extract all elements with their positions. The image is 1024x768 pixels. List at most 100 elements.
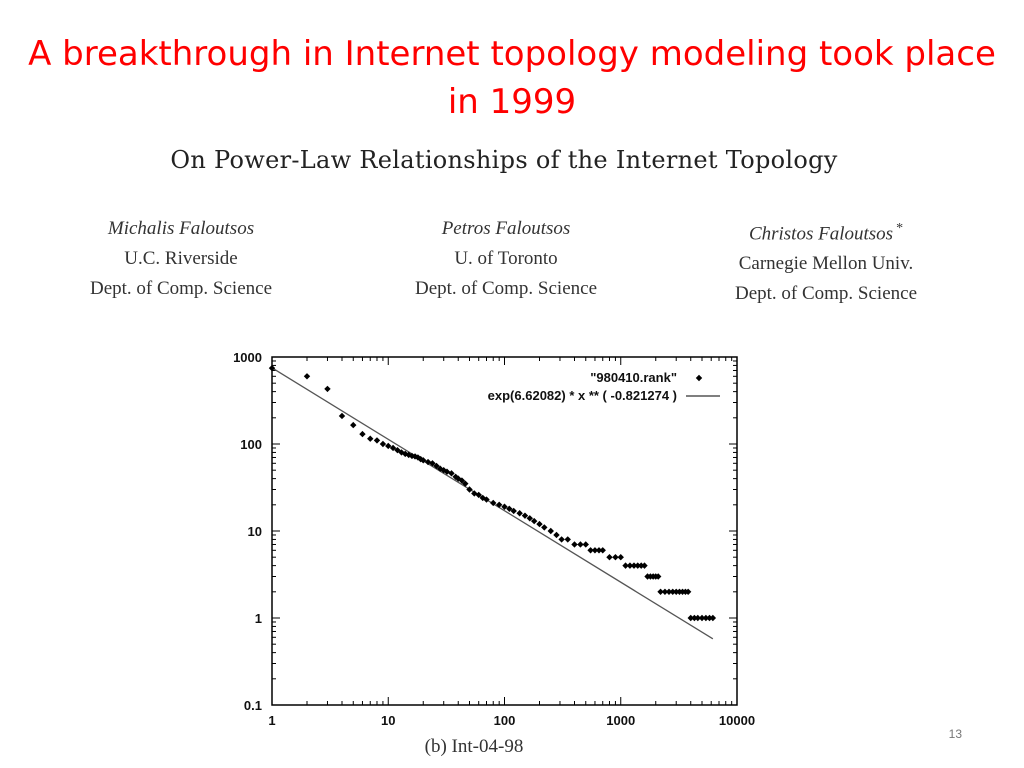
data-point: [466, 486, 473, 493]
data-point: [417, 455, 424, 463]
data-point: [501, 503, 508, 510]
data-point: [682, 588, 689, 596]
data-point: [587, 547, 594, 554]
y-tick-label: 1000: [233, 350, 262, 365]
data-point: [268, 364, 276, 372]
data-point: [359, 430, 366, 438]
data-point: [626, 562, 634, 569]
fit-line: [271, 367, 714, 640]
data-point: [694, 614, 701, 622]
data-point: [530, 517, 538, 525]
legend-marker-diamond: [695, 374, 703, 382]
data-point: [455, 475, 462, 482]
data-point: [411, 453, 419, 460]
data-point: [429, 460, 436, 467]
author-affiliation: Carnegie Mellon Univ.: [738, 253, 914, 275]
data-point: [606, 553, 613, 561]
data-point: [479, 494, 486, 502]
data-point: [684, 588, 692, 596]
data-point: [673, 588, 680, 596]
author-block-michalis: Michalis Faloutsos U.C. Riverside Dept. …: [36, 214, 326, 304]
data-point: [394, 446, 401, 454]
data-point: [647, 573, 654, 580]
figure-caption: (b) Int-04-98: [424, 736, 524, 757]
author-name: Petros Faloutsos: [441, 218, 571, 239]
data-point: [676, 588, 683, 596]
x-tick-label: 1000: [606, 713, 635, 728]
data-point: [506, 505, 513, 512]
data-point: [420, 457, 427, 464]
data-point: [433, 462, 440, 470]
data-point: [687, 614, 694, 622]
data-point: [641, 562, 648, 569]
data-point: [495, 501, 503, 509]
y-tick-label: 0.1: [244, 698, 262, 713]
data-point: [414, 454, 422, 461]
data-point: [577, 541, 584, 548]
data-point: [630, 562, 638, 569]
author-dept: Dept. of Comp. Science: [414, 278, 598, 299]
author-affiliation: U. of Toronto: [454, 248, 558, 269]
data-point: [564, 536, 571, 543]
data-point: [558, 536, 565, 543]
data-point: [440, 466, 447, 474]
data-point: [669, 588, 676, 596]
data-point: [379, 440, 387, 448]
data-point: [389, 444, 397, 452]
data-point: [698, 614, 706, 622]
data-point: [408, 452, 416, 460]
data-point: [612, 553, 619, 561]
legend-label-fit: exp(6.62082) * x ** ( -0.821274 ): [488, 388, 677, 403]
data-point: [303, 373, 311, 380]
data-point: [706, 614, 713, 622]
data-point: [338, 412, 346, 420]
plot-frame: [271, 356, 738, 706]
data-point: [591, 547, 599, 554]
data-point: [367, 435, 374, 442]
data-point: [649, 573, 657, 580]
author-name-text: Christos Faloutsos: [748, 223, 894, 245]
data-point: [510, 507, 517, 515]
data-point: [483, 496, 490, 503]
data-point: [448, 470, 455, 477]
y-tick-label: 1: [255, 611, 262, 626]
data-point: [599, 547, 606, 554]
data-point: [521, 512, 529, 519]
author-dept: Dept. of Comp. Science: [734, 283, 918, 305]
data-point: [547, 527, 554, 535]
data-point: [452, 473, 459, 480]
data-point: [691, 614, 698, 622]
author-block-petros: Petros Faloutsos U. of Toronto Dept. of …: [361, 214, 651, 304]
data-point: [324, 385, 331, 393]
data-point: [475, 491, 482, 499]
data-point: [516, 510, 523, 517]
data-point: [402, 450, 409, 458]
data-point: [536, 520, 543, 528]
footnote-mark: *: [896, 221, 904, 236]
author-name: Michalis Faloutsos: [107, 218, 255, 239]
data-point: [582, 541, 589, 548]
x-tick-label: 10000: [719, 713, 755, 728]
data-point: [655, 573, 662, 580]
slide-title: A breakthrough in Internet topology mode…: [28, 34, 996, 122]
data-point: [665, 588, 673, 596]
data-point: [385, 442, 392, 450]
data-point: [617, 553, 624, 561]
data-point: [661, 588, 669, 596]
x-tick-label: 1: [268, 713, 275, 728]
y-tick-label: 10: [248, 524, 262, 539]
data-point: [350, 421, 357, 429]
data-point: [398, 449, 405, 456]
data-point: [571, 541, 578, 548]
data-point: [443, 468, 451, 475]
data-point: [709, 614, 717, 622]
data-point: [644, 573, 651, 580]
author-name: Christos Faloutsos *: [681, 214, 971, 249]
data-point: [437, 465, 444, 472]
paper-title: On Power-Law Relationships of the Intern…: [170, 146, 838, 174]
data-point: [622, 562, 629, 569]
x-tick-label: 100: [494, 713, 516, 728]
page-number: 13: [948, 727, 962, 741]
author-affiliation: U.C. Riverside: [124, 248, 238, 269]
data-point: [458, 477, 466, 484]
